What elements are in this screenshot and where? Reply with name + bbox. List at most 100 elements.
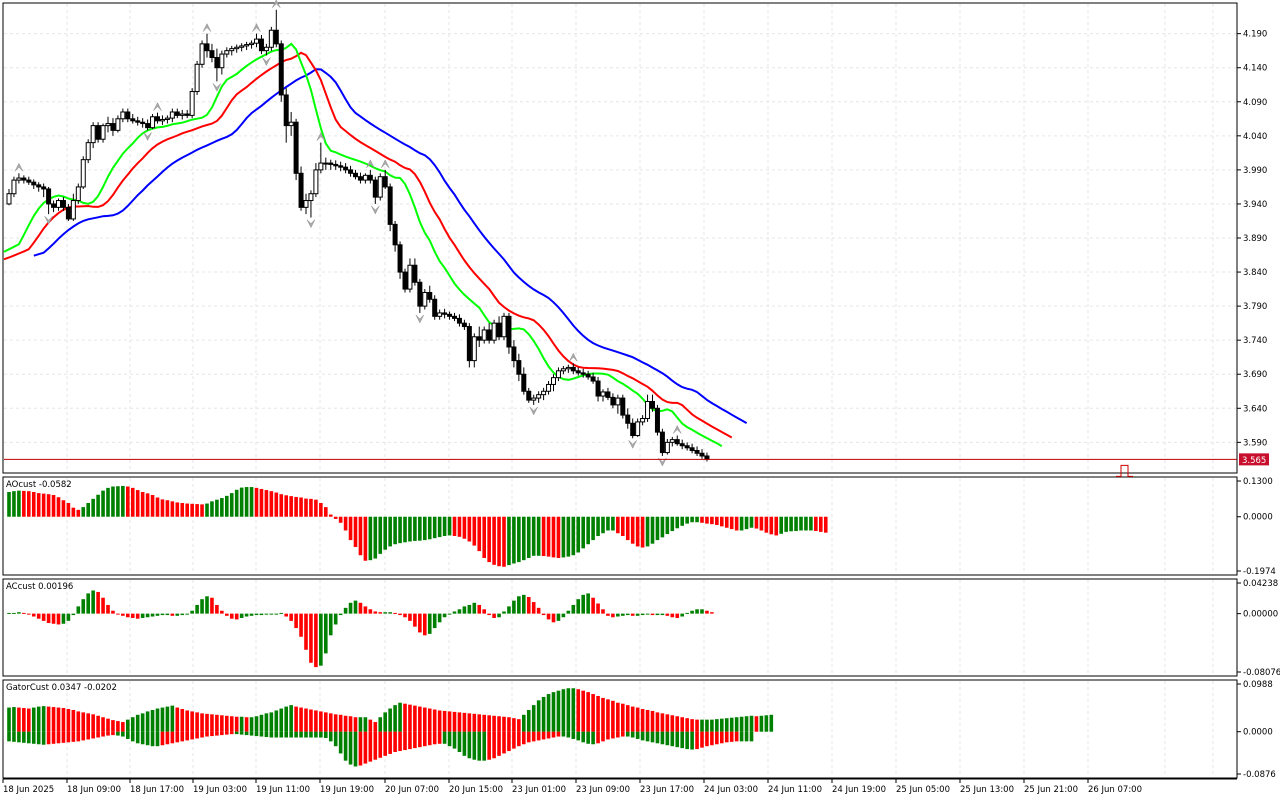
- histogram-bar-down: [309, 498, 313, 517]
- candle-bear: [343, 166, 349, 171]
- gator-upper-bar-down: [195, 712, 199, 732]
- y-tick-label: 4.190: [1243, 30, 1267, 40]
- histogram-bar-down: [314, 613, 318, 668]
- candle-bear: [293, 121, 299, 174]
- histogram-bar-up: [655, 613, 660, 616]
- candle-bull: [555, 370, 561, 379]
- histogram-bar-up: [576, 599, 581, 614]
- gator-lower-bar-up: [234, 731, 239, 735]
- histogram-bar-up: [591, 516, 595, 541]
- histogram-bar-up: [665, 516, 670, 535]
- gator-lower-bar-down: [185, 731, 189, 741]
- y-tick-label: -0.0876: [1243, 770, 1276, 780]
- gator-lower-bar-up: [744, 731, 749, 742]
- gator-upper-bar-up: [729, 717, 734, 732]
- gator-lower-bar-down: [601, 731, 605, 742]
- candle-bull: [159, 118, 165, 122]
- y-tick-label: 3.690: [1243, 370, 1267, 380]
- histogram-bar-up: [279, 612, 284, 614]
- signal-step-icon: [1116, 464, 1133, 477]
- histogram-bar-up: [383, 612, 387, 614]
- gator-upper-bar-down: [630, 706, 635, 732]
- gator-upper-bar-down: [229, 716, 234, 732]
- gator-upper-bar-down: [348, 716, 353, 732]
- candle-bull: [219, 53, 225, 69]
- candle-bear: [36, 184, 42, 188]
- gator-upper-bar-down: [442, 710, 447, 732]
- histogram-bar-up: [512, 600, 516, 614]
- gator-upper-bar-down: [754, 716, 759, 732]
- histogram-bar-down: [477, 516, 482, 552]
- histogram-bar-up: [779, 516, 783, 534]
- histogram-bar-up: [239, 487, 244, 517]
- gator-upper-bar-down: [670, 715, 675, 732]
- gator-upper-bar-down: [225, 715, 229, 732]
- gator-lower-bar-down: [695, 731, 699, 750]
- gator-lower-bar-up: [314, 731, 318, 738]
- gator-upper-bar-down: [333, 714, 338, 732]
- fractal-down-marker: [212, 83, 222, 92]
- histogram-bar-down: [279, 494, 284, 517]
- histogram-bar-up: [522, 516, 526, 561]
- histogram-bar-up: [497, 613, 501, 618]
- histogram-bar-down: [130, 487, 135, 517]
- gator-upper-bar-up: [284, 706, 288, 732]
- candle-bull: [254, 38, 259, 44]
- gator-upper-bar-down: [116, 721, 120, 732]
- y-tick-label: 3.940: [1243, 200, 1267, 210]
- histogram-bar-down: [284, 495, 288, 517]
- gator-lower-bar-down: [91, 731, 95, 739]
- histogram-bar-up: [244, 613, 249, 617]
- histogram-bar-up: [274, 613, 279, 615]
- histogram-bar-down: [724, 516, 729, 528]
- candle-bear: [699, 452, 705, 457]
- gator-upper-bar-down: [180, 709, 185, 732]
- histogram-bar-up: [220, 498, 224, 517]
- candle-bull: [669, 439, 675, 443]
- gator-upper-bar-up: [749, 715, 754, 732]
- candle-bear: [610, 396, 616, 406]
- histogram-bar-down: [269, 491, 274, 517]
- histogram-bar-up: [576, 516, 581, 553]
- histogram-bar-down: [363, 516, 368, 561]
- gator-lower-bar-up: [630, 731, 635, 738]
- histogram-bar-down: [467, 516, 472, 542]
- gator-lower-bar-down: [423, 731, 427, 747]
- candle-bear: [684, 445, 690, 449]
- histogram-bar-down: [304, 498, 308, 517]
- gator-upper-bar-up: [522, 714, 526, 732]
- histogram-bar-down: [546, 613, 551, 620]
- candle-bear: [125, 111, 131, 120]
- histogram-bar-up: [101, 490, 105, 517]
- gator-lower-bar-down: [81, 731, 86, 741]
- candle-bull: [318, 162, 324, 171]
- histogram-bar-up: [561, 516, 566, 558]
- gator-upper-bar-down: [121, 722, 125, 732]
- candle-bear: [417, 281, 423, 307]
- gator-upper-bar-up: [715, 719, 719, 732]
- candle-bear: [694, 450, 700, 454]
- histogram-bar-up: [526, 516, 531, 558]
- y-tick-label: 4.140: [1243, 64, 1267, 74]
- histogram-bar-down: [393, 612, 397, 614]
- histogram-bar-down: [720, 516, 724, 527]
- histogram-bar-down: [502, 516, 506, 567]
- gator-upper-bar-down: [373, 722, 378, 732]
- candle-bull: [481, 329, 487, 341]
- gator-lower-bar-up: [135, 731, 140, 744]
- gator-upper-bar-up: [254, 716, 259, 732]
- histogram-bar-up: [7, 612, 11, 614]
- gator-upper-bar-down: [71, 709, 76, 732]
- gator-upper-bar-up: [561, 689, 566, 732]
- gator-lower-bar-down: [729, 731, 734, 742]
- gator-upper-bar-up: [566, 688, 571, 732]
- histogram-bar-up: [512, 516, 516, 564]
- gator-lower-bar-down: [596, 731, 600, 744]
- gator-lower-bar-down: [388, 731, 392, 754]
- gator-lower-bar-down: [616, 731, 620, 738]
- candle-bull: [288, 121, 294, 127]
- gator-lower-bar-down: [393, 731, 397, 752]
- gator-upper-bar-down: [309, 709, 313, 732]
